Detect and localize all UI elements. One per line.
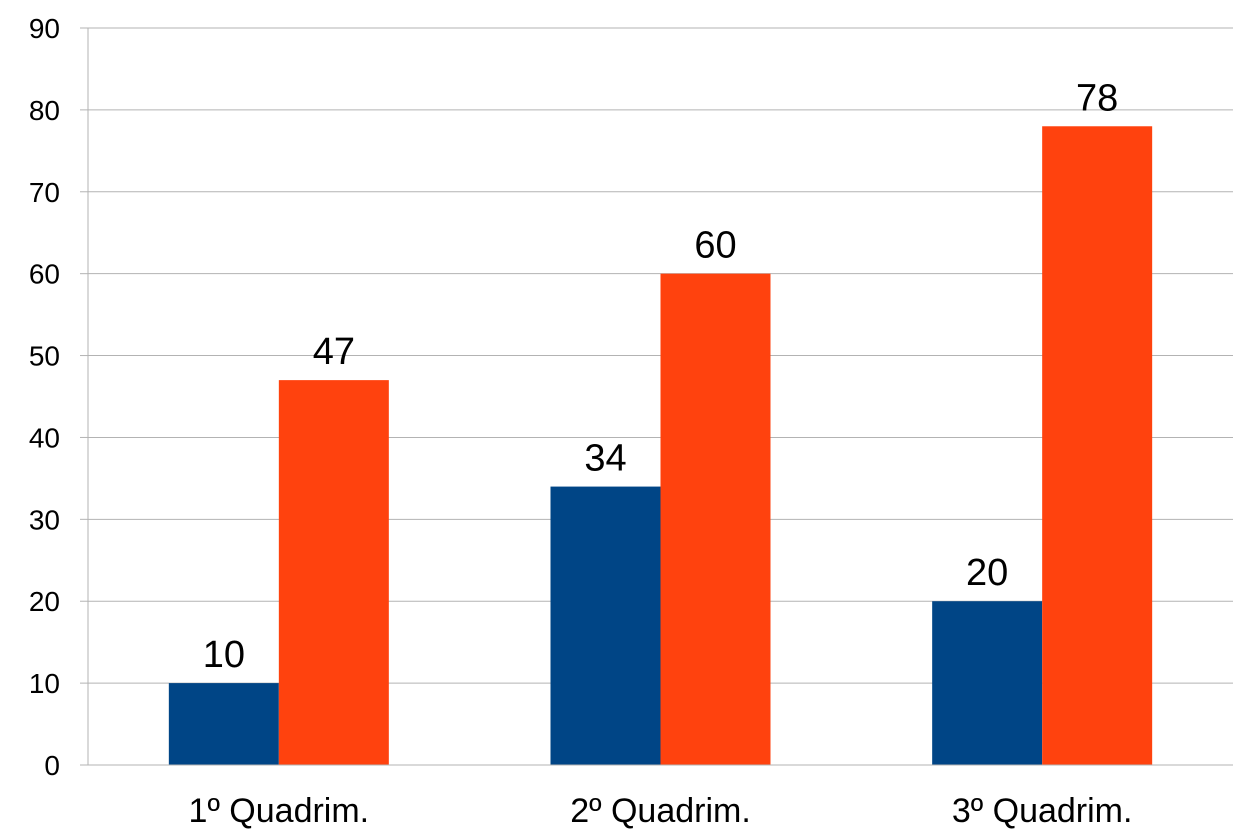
- x-category-label: 2º Quadrim.: [570, 792, 751, 830]
- x-axis-categories: 1º Quadrim. 2º Quadrim. 3º Quadrim.: [189, 792, 1133, 830]
- y-tick-label: 10: [29, 668, 60, 699]
- data-label: 34: [584, 438, 626, 480]
- data-label: 10: [203, 634, 245, 676]
- bar-series-2-2: [660, 273, 771, 765]
- data-label: 47: [313, 331, 355, 373]
- axes: [87, 28, 1233, 766]
- y-tick-label: 40: [29, 422, 60, 453]
- data-label: 20: [966, 552, 1008, 594]
- y-tick-label: 80: [29, 95, 60, 126]
- y-tick-label: 50: [29, 341, 60, 372]
- bar-series-1-3: [932, 601, 1043, 765]
- y-tick-label: 90: [29, 13, 60, 44]
- y-tick-label: 60: [29, 259, 60, 290]
- y-tick-label: 30: [29, 504, 60, 535]
- data-label: 78: [1076, 77, 1118, 119]
- bar-series-1-2: [550, 486, 661, 765]
- y-tick-label: 70: [29, 177, 60, 208]
- bar-series-2-1: [278, 380, 389, 765]
- x-category-label: 3º Quadrim.: [952, 792, 1133, 830]
- bars: [168, 126, 1153, 766]
- data-label: 60: [694, 225, 736, 267]
- x-category-label: 1º Quadrim.: [189, 792, 370, 830]
- bar-series-2-3: [1042, 126, 1153, 766]
- y-axis-ticks: 0 10 20 30 40 50 60 70 80 90: [29, 13, 88, 781]
- data-labels: 10 47 34 60 20 78: [203, 77, 1119, 676]
- y-tick-label: 0: [44, 750, 60, 781]
- y-tick-label: 20: [29, 586, 60, 617]
- bar-series-1-1: [168, 683, 279, 765]
